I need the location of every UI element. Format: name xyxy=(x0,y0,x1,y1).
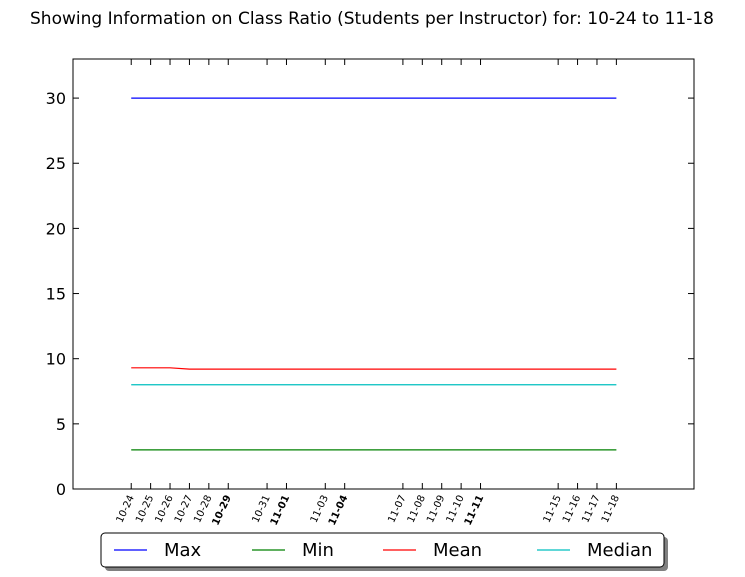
y-tick-label: 0 xyxy=(56,480,66,499)
legend-label-mean: Mean xyxy=(433,540,482,561)
legend: Max Min Mean Median xyxy=(100,532,668,571)
y-tick-label: 30 xyxy=(46,89,66,108)
y-axis: 0 5 10 15 20 25 30 xyxy=(46,89,694,499)
legend-box xyxy=(100,532,665,568)
y-tick-label: 5 xyxy=(56,415,66,434)
x-tick-label: 11-18 xyxy=(600,494,622,525)
plot-area xyxy=(73,59,694,489)
y-tick-label: 15 xyxy=(46,285,66,304)
y-tick-label: 20 xyxy=(46,219,66,238)
series-line-mean xyxy=(131,367,617,370)
y-tick-label: 25 xyxy=(46,154,66,173)
chart-title: Showing Information on Class Ratio (Stud… xyxy=(30,9,714,29)
plot-frame xyxy=(72,58,695,490)
legend-label-min: Min xyxy=(302,540,334,561)
y-tick-label: 10 xyxy=(46,350,66,369)
series-layer xyxy=(131,97,617,451)
legend-label-max: Max xyxy=(164,540,202,561)
legend-label-median: Median xyxy=(587,540,652,561)
